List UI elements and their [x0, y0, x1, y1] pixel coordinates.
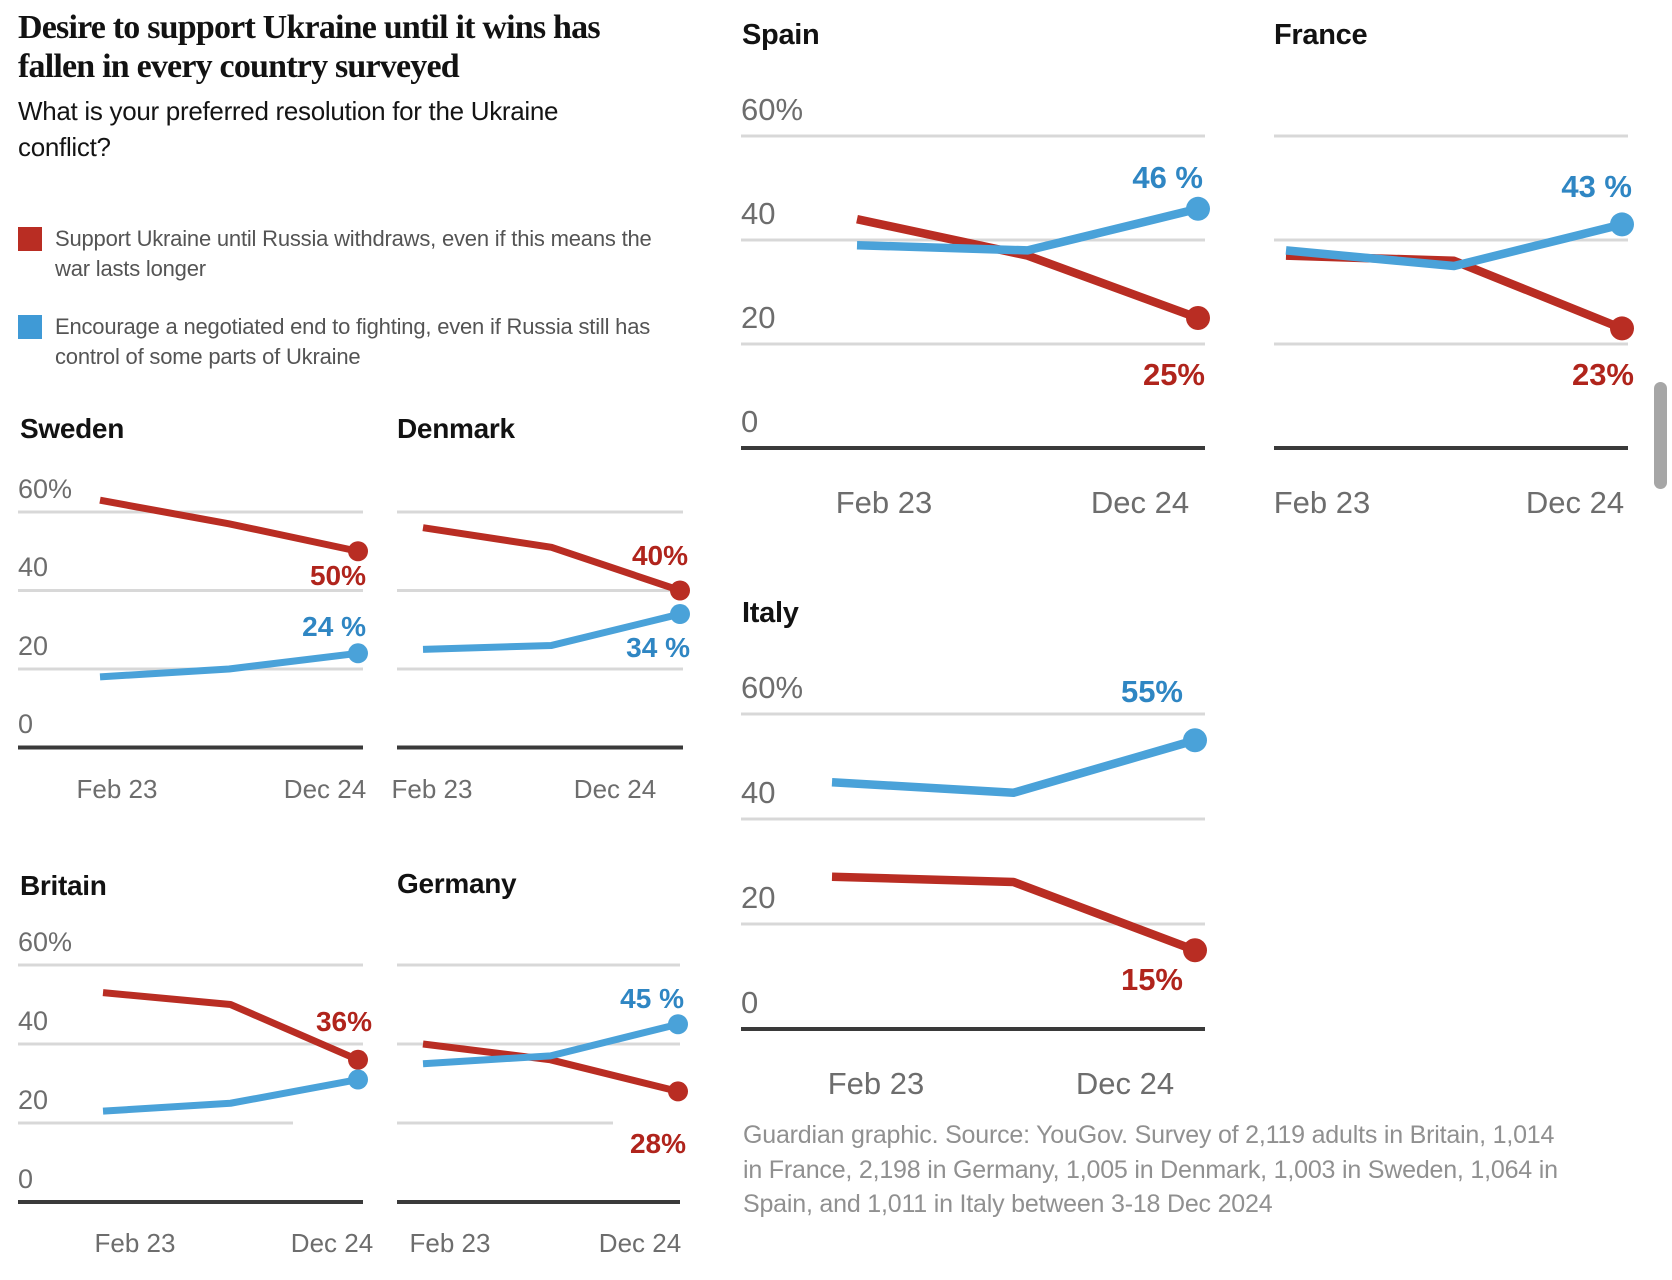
- red-value-label: 40%: [632, 540, 688, 571]
- blue-series-line: [422, 610, 681, 653]
- page-title: Desire to support Ukraine until it wins …: [18, 9, 601, 86]
- red-series-line: [422, 524, 682, 594]
- chart-subtitle: What is your preferred resolution for th…: [18, 96, 559, 162]
- blue-series-line: [422, 1020, 679, 1068]
- x-tick-label: Dec 24: [291, 1228, 373, 1258]
- y-tick-label: 40: [741, 196, 775, 231]
- blue-series-endpoint-dot: [1186, 196, 1210, 221]
- x-tick-label: Feb 23: [77, 774, 158, 804]
- y-tick-label: 40: [741, 775, 775, 810]
- red-series-endpoint-dot: [348, 541, 368, 562]
- x-tick-label: Dec 24: [1526, 485, 1624, 520]
- x-tick-label: Dec 24: [284, 774, 366, 804]
- blue-series-endpoint-dot: [348, 1069, 368, 1090]
- x-tick-label: Feb 23: [410, 1228, 491, 1258]
- y-tick-label: 20: [741, 300, 775, 335]
- blue-series-line: [102, 1076, 359, 1115]
- chart-title: Denmark: [397, 413, 515, 444]
- red-series-endpoint-dot: [1610, 316, 1634, 341]
- red-series-endpoint-dot: [1183, 938, 1207, 963]
- blue-series-line: [99, 649, 359, 681]
- blue-value-label: 45 %: [620, 983, 684, 1014]
- red-series-line: [102, 989, 360, 1064]
- blue-value-label: 43 %: [1561, 169, 1632, 204]
- x-tick-label: Feb 23: [836, 485, 933, 520]
- y-tick-label: 60%: [741, 92, 803, 127]
- chart-title: Germany: [397, 868, 517, 899]
- y-tick-label: 40: [18, 552, 48, 582]
- red-series-endpoint-dot: [348, 1049, 368, 1070]
- blue-series-endpoint-dot: [670, 604, 690, 625]
- source-attribution: Guardian graphic. Source: YouGov. Survey…: [743, 1121, 1558, 1218]
- y-tick-label: 60%: [18, 474, 72, 504]
- y-tick-label: 20: [741, 880, 775, 915]
- red-value-label: 50%: [310, 560, 366, 591]
- chart-title: Sweden: [20, 413, 124, 444]
- y-tick-label: 0: [741, 404, 758, 439]
- chart-title: France: [1274, 19, 1367, 51]
- blue-series-endpoint-dot: [348, 643, 368, 664]
- x-tick-label: Feb 23: [828, 1066, 925, 1101]
- blue-series-endpoint-dot: [1183, 728, 1207, 753]
- y-tick-label: 20: [18, 631, 48, 661]
- chart-britain: Britain 60% 40 20 0 Feb 23 Dec 24 36%: [18, 870, 373, 1258]
- y-tick-label: 20: [18, 1085, 48, 1115]
- x-tick-label: Dec 24: [599, 1228, 681, 1258]
- y-tick-label: 60%: [741, 670, 803, 705]
- red-value-label: 25%: [1143, 357, 1205, 392]
- y-tick-label: 0: [18, 709, 33, 739]
- chart-france: France Feb 23 Dec 24 23% 43 %: [1274, 19, 1634, 520]
- chart-title: Italy: [742, 597, 799, 629]
- vertical-scrollbar-thumb[interactable]: [1654, 382, 1667, 489]
- red-series-line: [856, 215, 1200, 322]
- red-series-endpoint-dot: [670, 580, 690, 601]
- blue-series-line: [831, 736, 1197, 797]
- chart-spain: Spain 60% 40 20 0 Feb 23 Dec 24 25% 46 %: [741, 19, 1210, 520]
- chart-sweden: Sweden 60% 40 20 0 Feb 23 Dec 24 50% 24 %: [18, 413, 368, 804]
- red-series-line: [422, 1040, 679, 1095]
- x-tick-label: Feb 23: [392, 774, 473, 804]
- legend-item-negotiated-end: Encourage a negotiated end to fighting, …: [18, 312, 666, 372]
- legend-label-negotiated-end: Encourage a negotiated end to fighting, …: [55, 313, 651, 369]
- blue-series-endpoint-dot: [668, 1014, 688, 1035]
- blue-series-endpoint-dot: [1610, 212, 1634, 237]
- y-tick-label: 0: [18, 1164, 33, 1194]
- red-value-label: 36%: [316, 1006, 372, 1037]
- chart-title: Britain: [20, 870, 107, 901]
- blue-value-label: 34 %: [626, 632, 690, 663]
- x-tick-label: Feb 23: [1274, 485, 1371, 520]
- x-tick-label: Feb 23: [95, 1228, 176, 1258]
- red-value-label: 28%: [630, 1128, 686, 1159]
- blue-value-label: 46 %: [1132, 160, 1203, 195]
- red-series-line: [99, 496, 359, 555]
- legend-swatch-red: [18, 227, 42, 251]
- blue-value-label: 24 %: [302, 611, 366, 642]
- legend-swatch-blue: [18, 314, 42, 339]
- y-tick-label: 0: [741, 985, 758, 1020]
- legend: Support Ukraine until Russia withdraws, …: [18, 224, 666, 400]
- chart-title: Spain: [742, 19, 819, 51]
- red-series-endpoint-dot: [1186, 306, 1210, 330]
- x-tick-label: Dec 24: [574, 774, 656, 804]
- legend-label-support-ukraine: Support Ukraine until Russia withdraws, …: [55, 226, 652, 281]
- chart-denmark: Denmark Feb 23 Dec 24 40% 34 %: [392, 413, 691, 804]
- red-series-endpoint-dot: [668, 1081, 688, 1102]
- red-series-line: [831, 872, 1197, 955]
- x-tick-label: Dec 24: [1091, 485, 1189, 520]
- x-tick-label: Dec 24: [1076, 1066, 1174, 1101]
- blue-value-label: 55%: [1121, 674, 1183, 709]
- y-tick-label: 60%: [18, 927, 72, 957]
- y-tick-label: 40: [18, 1006, 48, 1036]
- red-value-label: 15%: [1121, 962, 1183, 997]
- chart-germany: Germany Feb 23 Dec 24 28% 45 %: [397, 868, 688, 1258]
- legend-item-support-ukraine: Support Ukraine until Russia withdraws, …: [18, 224, 666, 284]
- blue-series-line: [856, 204, 1200, 255]
- red-value-label: 23%: [1572, 357, 1634, 392]
- chart-italy: Italy 60% 40 20 0 Feb 23 Dec 24 15% 55%: [741, 597, 1207, 1101]
- blue-series-line: [1285, 220, 1624, 271]
